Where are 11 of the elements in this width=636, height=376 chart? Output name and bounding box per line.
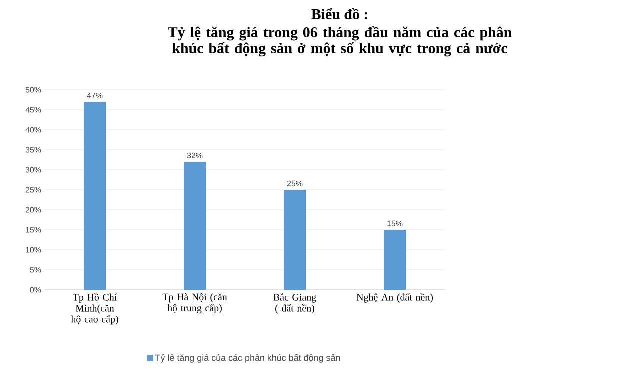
chart-subtitle: Tỷ lệ tăng giá trong 06 tháng đầu năm của các phân khúc bất động sản ở một số khu vực trong cả nước — [168, 26, 512, 57]
x-tick-label: Nghệ An (đất nền) — [356, 294, 434, 303]
x-tick-label: Bắc Giang ( đất nền) — [274, 294, 316, 314]
bar — [184, 162, 206, 290]
x-tick-label: Tp Hà Nội (căn hộ trung cấp) — [162, 294, 228, 314]
bar — [284, 190, 306, 290]
chart-title: Biểu đồ : — [312, 8, 368, 20]
bar — [384, 230, 406, 290]
legend-label: Tỷ lệ tăng giá của các phân khúc bất động sản — [155, 354, 340, 363]
x-tick-label: Tp Hồ Chí Minh(căn hộ cao cấp) — [71, 294, 118, 325]
bar — [84, 102, 106, 290]
